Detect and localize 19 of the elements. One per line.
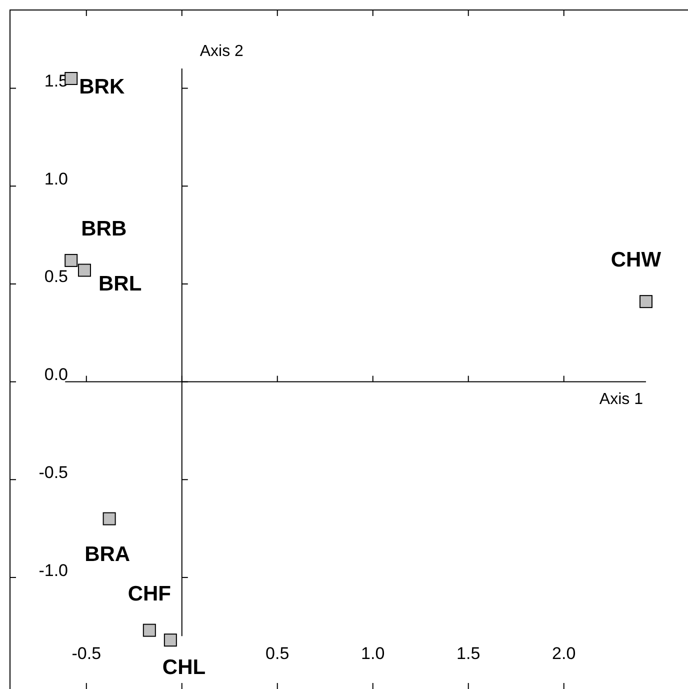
annotation: BRA: [84, 542, 130, 566]
y-tick-label: -0.5: [38, 462, 68, 482]
x-tick-label: 2.0: [552, 644, 576, 663]
x-axis-title: Axis 1: [599, 390, 644, 408]
y-tick-label: -1.0: [38, 560, 68, 580]
annotation: BRB: [81, 217, 127, 240]
y-axis-title: Axis 2: [200, 43, 244, 60]
x-tick-label: 0.5: [266, 644, 290, 663]
y-tick-label: 1.0: [44, 169, 68, 188]
annotation: BRL: [98, 272, 142, 296]
x-tick-label: 1.0: [361, 644, 385, 663]
y-tick-label: 0.0: [44, 365, 68, 384]
annotation: CHL: [162, 656, 206, 680]
annotation: CHW: [610, 248, 662, 272]
annotation: CHF: [128, 582, 172, 606]
annotation: BRK: [79, 75, 125, 98]
y-tick-label: 0.5: [44, 267, 68, 286]
x-tick-label: 1.5: [456, 644, 480, 663]
x-tick-label: -0.5: [72, 644, 102, 663]
